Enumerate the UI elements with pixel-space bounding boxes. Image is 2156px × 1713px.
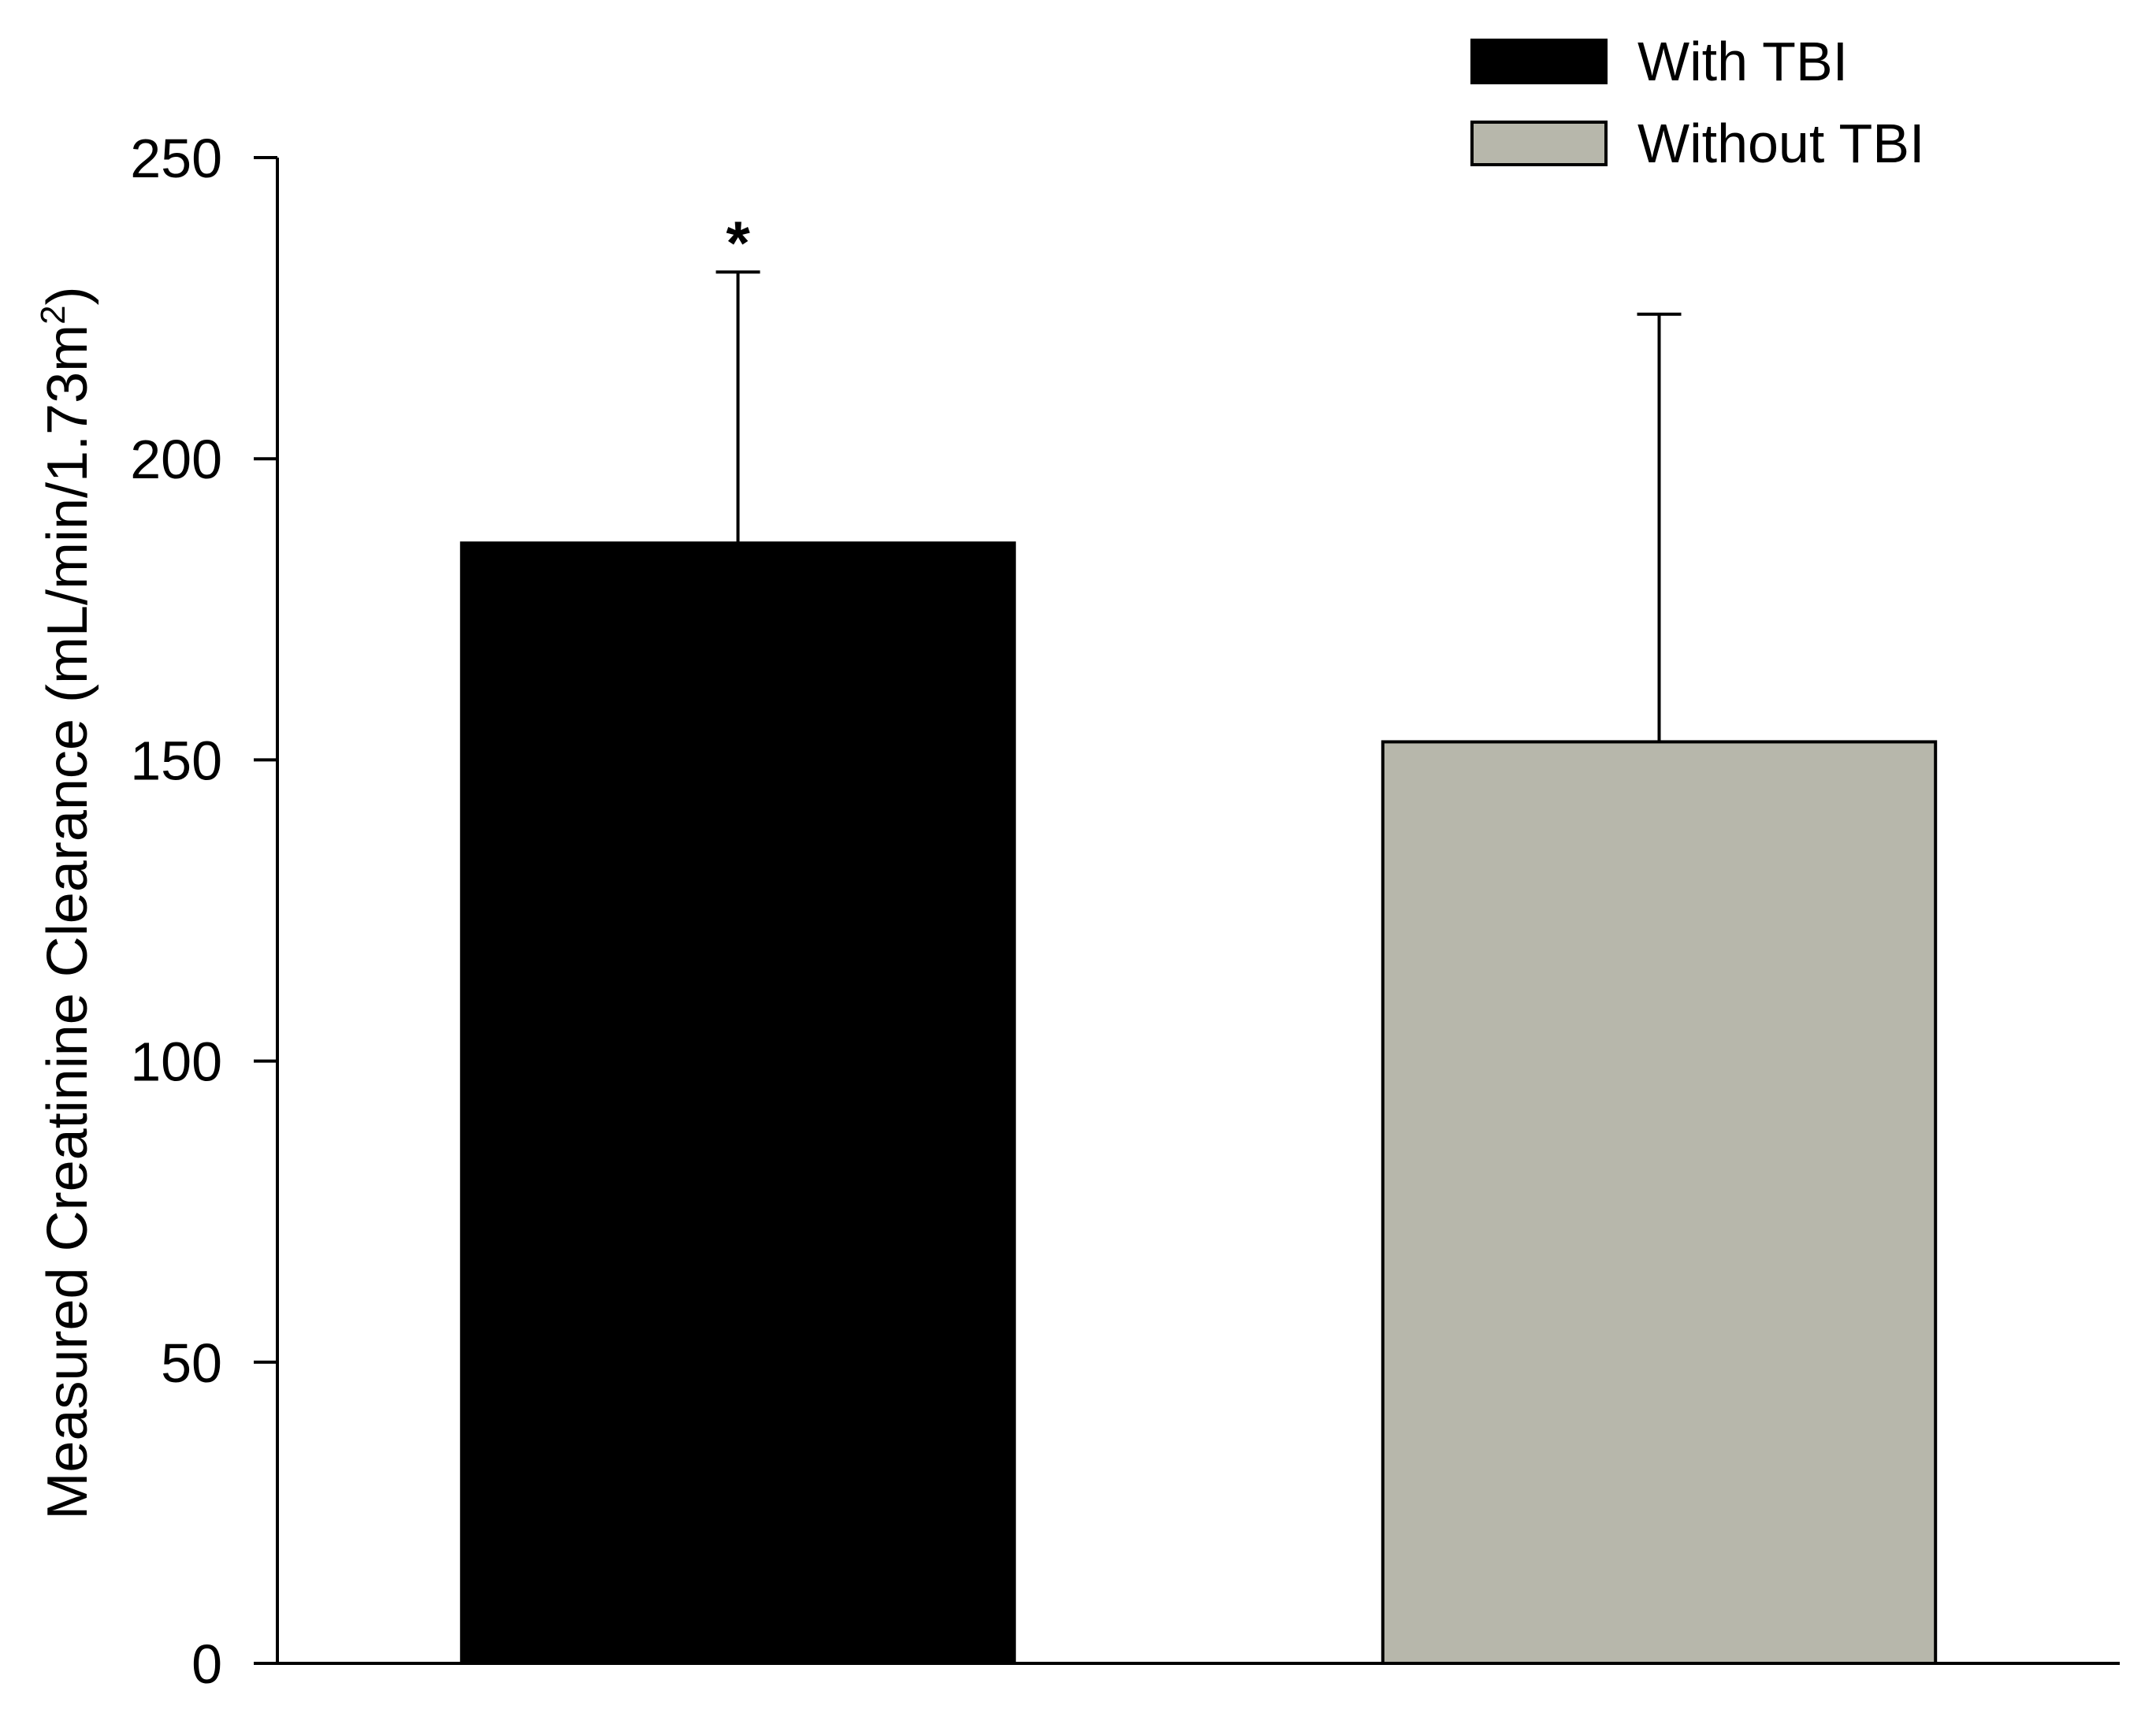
- bar-2: [1381, 740, 1938, 1665]
- y-axis-title: Measured Creatinine Clearance (mL/min/1.…: [34, 286, 99, 1519]
- legend-swatch-2: [1470, 121, 1608, 166]
- y-tick-label: 100: [130, 1031, 222, 1093]
- y-tick-label: 200: [130, 429, 222, 490]
- bar-1: [459, 541, 1017, 1666]
- y-tick-label: 150: [130, 730, 222, 791]
- legend-swatch-1: [1470, 39, 1608, 84]
- legend-label-1: With TBI: [1637, 31, 1848, 92]
- legend: With TBI Without TBI: [1470, 31, 1924, 174]
- y-tick-label: 250: [130, 128, 222, 189]
- bars-group: *: [459, 208, 1938, 1666]
- legend-label-2: Without TBI: [1637, 113, 1924, 174]
- y-tick-label: 0: [191, 1633, 222, 1695]
- y-axis-ticks: 0 50 100 150 200 250: [130, 128, 277, 1695]
- y-tick-label: 50: [161, 1332, 222, 1394]
- significance-marker: *: [726, 208, 750, 277]
